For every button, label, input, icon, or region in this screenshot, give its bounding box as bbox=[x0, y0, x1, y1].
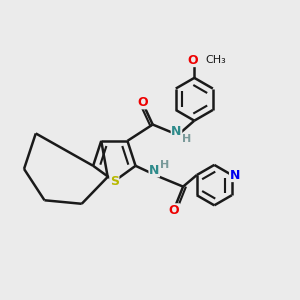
Text: O: O bbox=[188, 53, 198, 67]
Text: O: O bbox=[169, 204, 179, 217]
Text: H: H bbox=[160, 160, 169, 170]
Text: O: O bbox=[137, 96, 148, 109]
Text: N: N bbox=[171, 125, 182, 138]
Text: CH₃: CH₃ bbox=[206, 55, 226, 65]
Text: N: N bbox=[149, 164, 159, 177]
Text: N: N bbox=[230, 169, 240, 182]
Text: H: H bbox=[182, 134, 191, 144]
Text: S: S bbox=[110, 175, 119, 188]
